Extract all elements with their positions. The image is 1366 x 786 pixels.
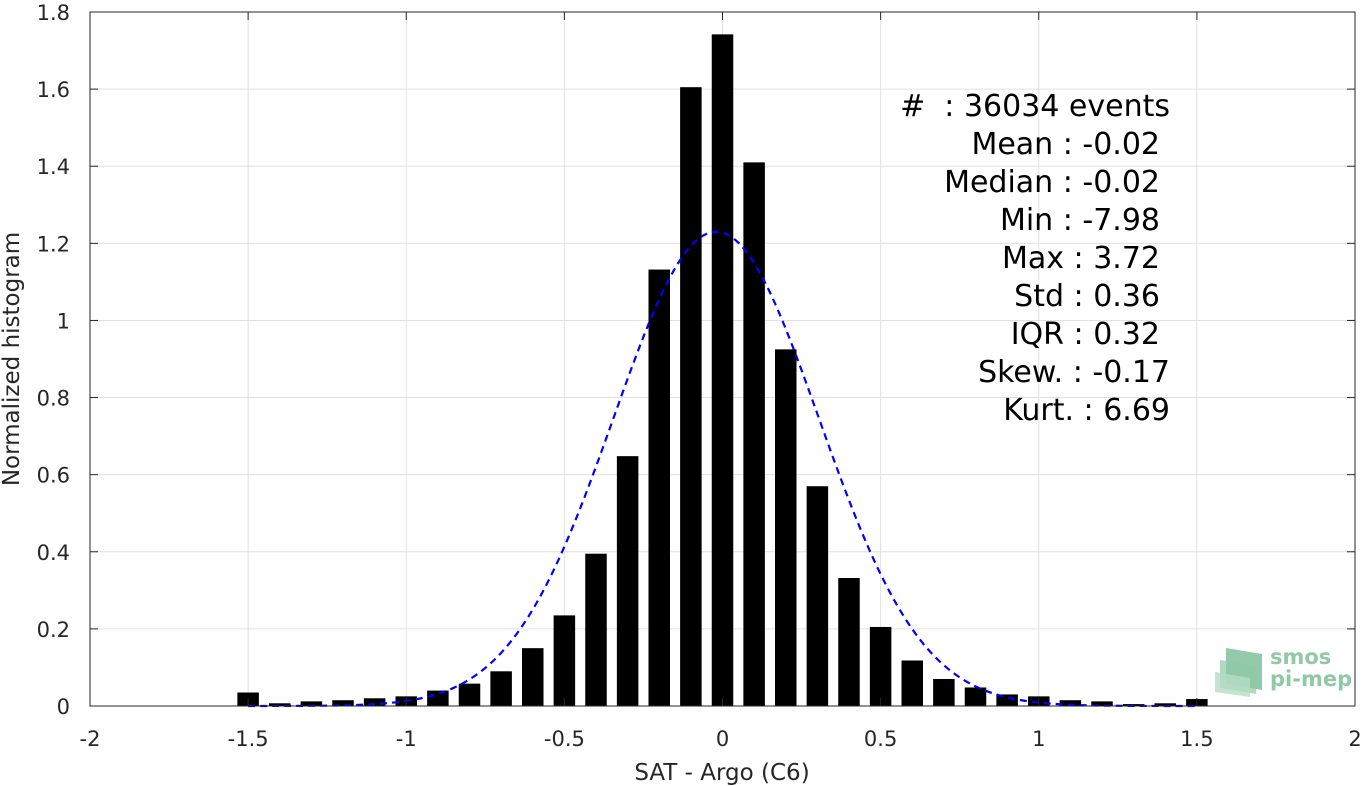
histogram-bar bbox=[363, 698, 386, 706]
x-tick-labels: -2 -1.5 -1 -0.5 0 0.5 1 1.5 2 bbox=[80, 727, 1362, 751]
stat-min: Min : -7.98 bbox=[1000, 203, 1160, 238]
histogram-bar bbox=[996, 694, 1018, 706]
stat-max: Max : 3.72 bbox=[1002, 241, 1160, 276]
y-tick-label: 0.6 bbox=[37, 464, 70, 488]
axes-frame bbox=[89, 11, 1356, 707]
histogram-bar bbox=[648, 269, 671, 706]
histogram-bar bbox=[1059, 700, 1082, 706]
histogram-bar bbox=[933, 679, 955, 706]
y-tick-label: 0.4 bbox=[37, 541, 70, 565]
y-tick-label: 1 bbox=[57, 309, 70, 333]
x-tick-label: 1 bbox=[1032, 727, 1045, 751]
x-tick-label: 2 bbox=[1348, 727, 1361, 751]
logo-line2: pi-mep bbox=[1270, 667, 1352, 691]
histogram-bar bbox=[901, 660, 924, 706]
x-tick-label: 0.5 bbox=[864, 727, 897, 751]
histogram-bar bbox=[616, 456, 639, 706]
stat-std: Std : 0.36 bbox=[1014, 279, 1160, 314]
x-tick-label: -1.5 bbox=[228, 727, 269, 751]
histogram-bar bbox=[869, 626, 892, 706]
y-tick-labels: 0 0.2 0.4 0.6 0.8 1 1.2 1.4 1.6 1.8 bbox=[37, 1, 70, 719]
histogram-bar bbox=[268, 703, 291, 706]
stat-iqr: IQR : 0.32 bbox=[1011, 317, 1160, 352]
histogram-bar bbox=[964, 687, 987, 706]
histogram-bar bbox=[774, 349, 797, 706]
y-tick-label: 1.2 bbox=[37, 232, 70, 256]
histogram-bar bbox=[806, 486, 829, 706]
y-tick-label: 0.2 bbox=[37, 618, 70, 642]
logo-line1: smos bbox=[1270, 645, 1331, 669]
histogram-bar bbox=[332, 700, 354, 706]
stat-mean: Mean : -0.02 bbox=[971, 127, 1160, 162]
x-tick-label: -2 bbox=[80, 727, 101, 751]
histogram-bar bbox=[553, 615, 576, 706]
histogram-bar bbox=[1154, 703, 1177, 706]
stat-kurt: Kurt. : 6.69 bbox=[1003, 393, 1170, 428]
logo-mark-icon bbox=[1215, 648, 1262, 697]
x-tick-label: 0 bbox=[716, 727, 729, 751]
histogram-bar bbox=[300, 701, 323, 706]
stat-events: # : 36034 events bbox=[900, 89, 1170, 124]
histogram-bar bbox=[743, 162, 765, 706]
histogram-bar bbox=[680, 87, 702, 706]
stat-skew: Skew. : -0.17 bbox=[978, 355, 1170, 390]
histogram-bar bbox=[521, 648, 544, 706]
y-tick-label: 0 bbox=[57, 695, 70, 719]
histogram-bar bbox=[838, 577, 860, 706]
x-axis-label: SAT - Argo (C6) bbox=[634, 760, 809, 786]
y-tick-label: 1.8 bbox=[37, 1, 70, 25]
stats-annotation: # : 36034 events Mean : -0.02 Median : -… bbox=[900, 89, 1170, 428]
histogram-bar bbox=[427, 690, 449, 706]
y-tick-label: 0.8 bbox=[37, 387, 70, 411]
stat-median: Median : -0.02 bbox=[944, 165, 1160, 200]
x-tick-label: -0.5 bbox=[544, 727, 585, 751]
smos-pi-mep-logo: smos pi-mep bbox=[1215, 645, 1352, 697]
histogram-bar bbox=[1091, 701, 1113, 706]
x-tick-label: 1.5 bbox=[1180, 727, 1213, 751]
y-tick-label: 1.6 bbox=[37, 78, 70, 102]
histogram-bar bbox=[711, 34, 734, 706]
histogram-bar bbox=[490, 671, 512, 706]
x-tick-label: -1 bbox=[396, 727, 417, 751]
y-axis-label: Normalized histogram bbox=[0, 232, 25, 486]
y-tick-label: 1.4 bbox=[37, 155, 70, 179]
histogram-bar bbox=[458, 683, 481, 706]
histogram-bar bbox=[585, 553, 607, 706]
